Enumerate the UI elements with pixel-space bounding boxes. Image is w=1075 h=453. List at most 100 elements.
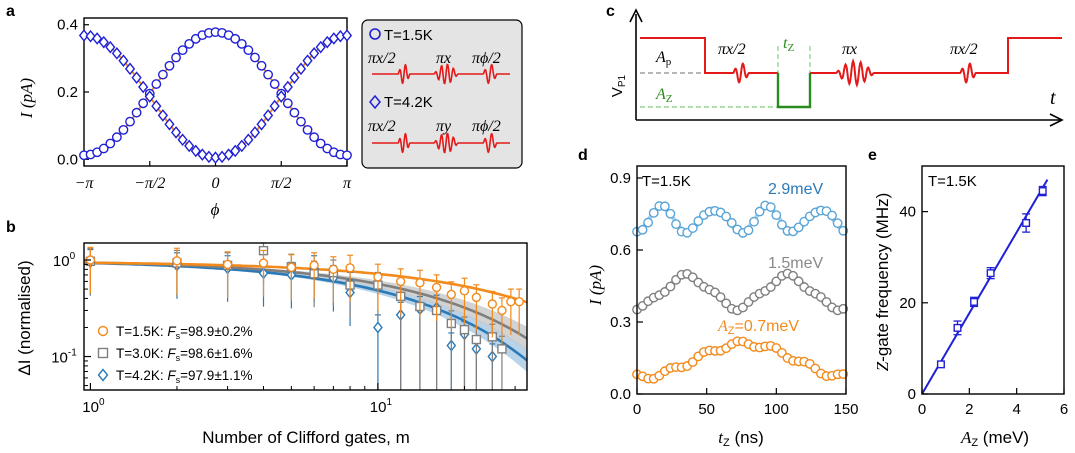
b-point-circle (328, 264, 339, 275)
a-point-diamond (92, 32, 103, 45)
d-xtick-label: 100 (764, 401, 789, 418)
a-point-circle (250, 52, 260, 63)
a-point-diamond (263, 109, 274, 122)
a-xtick-label: π/2 (271, 175, 291, 192)
panel-a-ylabel: I (pA) (17, 78, 36, 119)
a-xtick-label: −π (75, 175, 95, 192)
a-point-diamond (177, 133, 188, 147)
gate-voltage-waveform (640, 37, 1062, 88)
d-point (693, 216, 704, 226)
b-point-circle (446, 289, 457, 300)
panel-d-points (632, 200, 849, 384)
d-point (715, 292, 726, 303)
panel-a-fit-lines (84, 31, 347, 159)
a-point-diamond (269, 99, 280, 113)
a-ytick-label: 0.0 (57, 151, 78, 168)
b-point-circle (222, 259, 233, 270)
d-xtick-label: 50 (698, 401, 715, 418)
a-point-diamond (243, 133, 254, 147)
a-point-diamond (282, 80, 293, 94)
panel-c-ylabel: VP1 (609, 74, 628, 97)
panel-d-xlabel: tZ (ns) (718, 428, 763, 449)
a-point-circle (184, 38, 195, 49)
d-label-15: 1.5meV (768, 255, 823, 272)
a-point-diamond (223, 148, 234, 161)
legend-1-pulse-2: πx (436, 50, 451, 67)
a-point-diamond (105, 40, 116, 54)
a-fit-line (84, 34, 347, 159)
a-fit-line (84, 31, 347, 157)
panel-e-xlabel: AZ (meV) (960, 428, 1029, 449)
d-label-07: AZ=0.7meV (717, 318, 799, 337)
panel-letter-d: d (578, 147, 588, 164)
panel-d-xticks: 0 50 100 150 (633, 388, 859, 418)
d-ytick-label: 0.6 (610, 242, 631, 259)
b-point-circle (395, 276, 406, 287)
legend-2-pulse-2: πy (436, 118, 452, 135)
panel-c: VP1 t Ap AZ tZ πx/2 πx πx/2 (609, 8, 1064, 127)
panel-e: 0 2 4 6 0 20 40 T=1.5K Z-gate frequency (MHz)… (873, 165, 1068, 449)
legend-2-pulse-wave (372, 132, 510, 154)
d-ytick-label: 0.3 (610, 314, 631, 331)
panel-letter-b: b (6, 219, 16, 236)
e-point (936, 360, 945, 369)
d-point (721, 211, 732, 222)
b-point-circle (172, 256, 182, 266)
a-ytick-label: 0.2 (57, 84, 78, 101)
a-point-circle (157, 69, 168, 80)
b-point-circle (258, 258, 269, 268)
a-point-circle (118, 124, 129, 135)
a-point-diamond (144, 90, 155, 103)
d-ytick-label: 0.0 (610, 386, 631, 403)
d-point (659, 201, 670, 212)
e-point (970, 297, 979, 306)
d-ytick-label: 0.9 (610, 170, 631, 187)
d-point (827, 210, 837, 221)
a-point-circle (296, 116, 306, 127)
d-xtick-label: 0 (633, 401, 641, 418)
panel-b: 100 101 10-1 100 T=1.5K: Fs=98.9±0.2% T=3.0… (15, 242, 528, 447)
b-ytick-label: 100 (53, 251, 76, 270)
a-point-diamond (309, 47, 320, 60)
b-legend-marker (97, 347, 109, 359)
panel-e-xticks: 0 2 4 6 (918, 388, 1068, 418)
legend-label-1: T=1.5K (384, 27, 433, 44)
d-point (765, 282, 776, 292)
a-point-diamond (124, 62, 136, 76)
b-point-square (497, 344, 507, 354)
a-point-diamond (131, 71, 142, 84)
panel-a-points (78, 27, 353, 164)
a-point-diamond (78, 29, 90, 42)
a-point-diamond (138, 80, 149, 94)
b-point-circle (345, 263, 355, 273)
d-point (749, 216, 759, 227)
a-point-circle (111, 132, 122, 143)
b-point-circle (309, 260, 319, 271)
d-point (743, 225, 754, 236)
legend-diamond-marker (369, 94, 381, 110)
a-point-diamond (164, 117, 175, 131)
a-point-circle (302, 124, 313, 135)
b-point-square (459, 324, 470, 335)
a-point-circle (342, 150, 352, 161)
legend-1-pulse-3: πϕ/2 (472, 50, 501, 67)
a-point-circle (105, 138, 116, 149)
a-point-diamond (322, 35, 333, 49)
d-point (648, 207, 659, 218)
d-point (665, 281, 676, 292)
d-label-29: 2.9meV (768, 181, 823, 198)
b-xtick-label: 100 (82, 397, 105, 416)
e-ytick-label: 40 (899, 204, 916, 221)
d-point (687, 357, 698, 367)
d-point (771, 210, 782, 221)
b-xtick-label: 101 (370, 397, 393, 416)
a-point-diamond (118, 54, 129, 67)
a-point-diamond (197, 148, 208, 161)
b-point-circle (497, 305, 507, 316)
b-legend-label: T=1.5K: Fs=98.9±0.2% (116, 324, 253, 341)
a-point-diamond (276, 90, 287, 103)
legend-2-pulse-1: πx/2 (368, 118, 396, 135)
a-point-circle (125, 116, 135, 127)
d-point (687, 223, 698, 233)
e-point (1038, 187, 1047, 196)
